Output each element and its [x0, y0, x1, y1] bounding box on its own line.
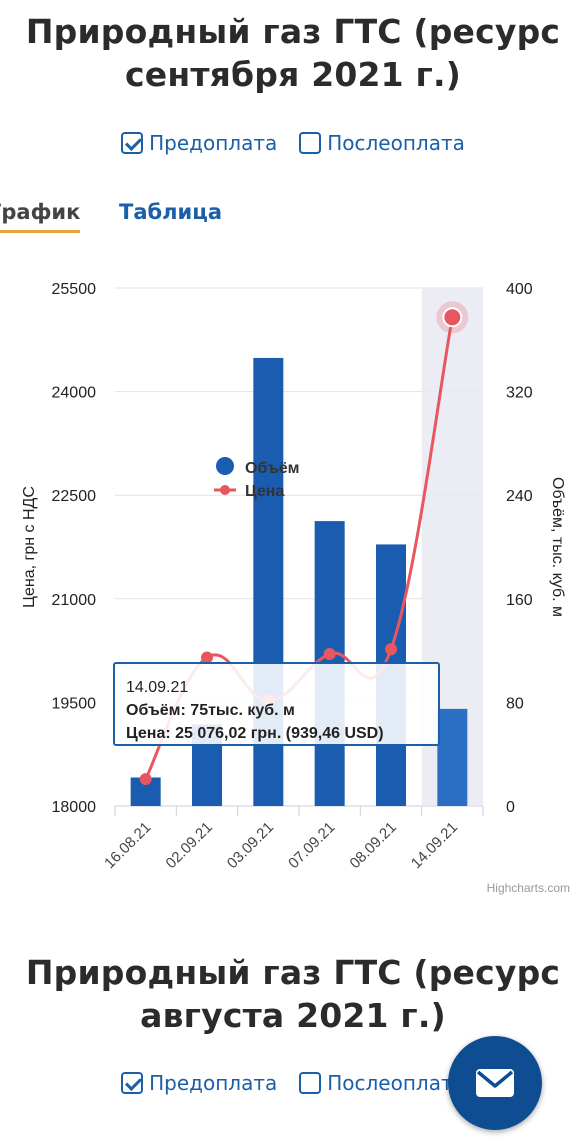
prepay-label-2: Предоплата: [149, 1071, 278, 1095]
postpay-label: Послеоплата: [327, 131, 465, 155]
chart-title: Природный газ ГТС (ресурс сентября 2021 …: [0, 10, 586, 96]
right-tick-label: 0: [506, 799, 515, 816]
x-tick-label: 14.09.21: [408, 819, 461, 872]
right-tick-label: 320: [506, 385, 533, 402]
left-axis-title: Цена, грн с НДС: [21, 486, 38, 608]
prepay-label: Предоплата: [149, 131, 278, 155]
left-tick-label: 18000: [52, 799, 97, 816]
chart-title-2-line2: августа 2021 г.): [140, 996, 446, 1035]
tab-chart[interactable]: График: [0, 200, 81, 233]
legend-price-label: Цена: [245, 483, 284, 500]
right-tick-label: 160: [506, 592, 533, 609]
x-tick-label: 02.09.21: [163, 819, 216, 872]
price-point: [385, 643, 397, 656]
price-point: [139, 773, 152, 786]
left-tick-label: 22500: [52, 488, 97, 505]
x-tick-label: 16.08.21: [101, 819, 154, 872]
prepay-checkbox[interactable]: Предоплата: [121, 131, 277, 155]
price-point: [442, 307, 463, 328]
chart-legend: Объём Цена: [214, 457, 300, 500]
price-point: [201, 651, 213, 664]
left-axis-ticks: 25500 24000 22500 21000 19500 18000: [52, 281, 97, 816]
price-line: [139, 301, 469, 786]
legend-price-icon: [220, 485, 230, 495]
legend-volume-label: Объём: [245, 460, 300, 477]
checkbox-unchecked-icon[interactable]: [299, 132, 322, 154]
legend-volume-icon: [216, 457, 234, 475]
x-tick-label: 03.09.21: [224, 819, 277, 872]
contact-fab-button[interactable]: [448, 1036, 542, 1130]
volume-bar: [437, 708, 468, 806]
right-axis-ticks: 400 320 240 160 80 0: [506, 281, 533, 816]
chart-title-line2: сентября 2021 г.): [125, 55, 461, 94]
right-axis-title: Объём, тыс. куб. м: [549, 477, 566, 617]
left-tick-label: 19500: [52, 695, 97, 712]
right-tick-label: 240: [506, 488, 533, 505]
view-tabs: График Таблица: [0, 196, 586, 236]
left-tick-label: 24000: [52, 385, 97, 402]
tooltip-date: 14.09.21: [126, 679, 189, 696]
prepay-checkbox-2[interactable]: Предоплата: [121, 1071, 277, 1095]
left-tick-label: 21000: [52, 592, 97, 609]
tooltip-price: Цена: 25 076,02 грн. (939,46 USD): [126, 725, 384, 742]
tooltip-volume: Объём: 75тыс. куб. м: [126, 702, 295, 719]
right-tick-label: 400: [506, 281, 533, 298]
postpay-checkbox[interactable]: Послеоплата: [299, 131, 465, 155]
checkbox-checked-icon[interactable]: [121, 1072, 144, 1094]
mail-icon: [476, 1069, 514, 1097]
postpay-label-2: Послеоплата: [327, 1071, 465, 1095]
checkbox-unchecked-icon[interactable]: [299, 1072, 322, 1094]
chart-tooltip: 14.09.21 Объём: 75тыс. куб. м Цена: 25 0…: [113, 662, 440, 746]
postpay-checkbox-2[interactable]: Послеоплата: [299, 1071, 465, 1095]
x-tick-label: 08.09.21: [347, 819, 400, 872]
highcharts-credits[interactable]: Highcharts.com: [487, 881, 570, 895]
chart-title-2-line1: Природный газ ГТС (ресурс: [25, 953, 561, 992]
x-tick-label: 07.09.21: [285, 819, 338, 872]
price-point: [323, 648, 336, 661]
combo-chart: 25500 24000 22500 21000 19500 18000 400 320 240…: [21, 281, 570, 895]
x-axis-ticks: 16.08.21 02.09.21 03.09.21 07.09.21 08.09.21…: [101, 806, 484, 872]
tab-table[interactable]: Таблица: [119, 200, 222, 224]
left-tick-label: 25500: [52, 281, 97, 298]
chart-title-line1: Природный газ ГТС (ресурс: [25, 12, 561, 51]
payment-filter: Предоплата Послеоплата: [0, 131, 586, 155]
checkbox-checked-icon[interactable]: [121, 132, 144, 154]
right-tick-label: 80: [506, 695, 524, 712]
payment-filter-2: Предоплата Послеоплата: [0, 1071, 586, 1095]
chart-title-2: Природный газ ГТС (ресурс августа 2021 г…: [0, 951, 586, 1037]
